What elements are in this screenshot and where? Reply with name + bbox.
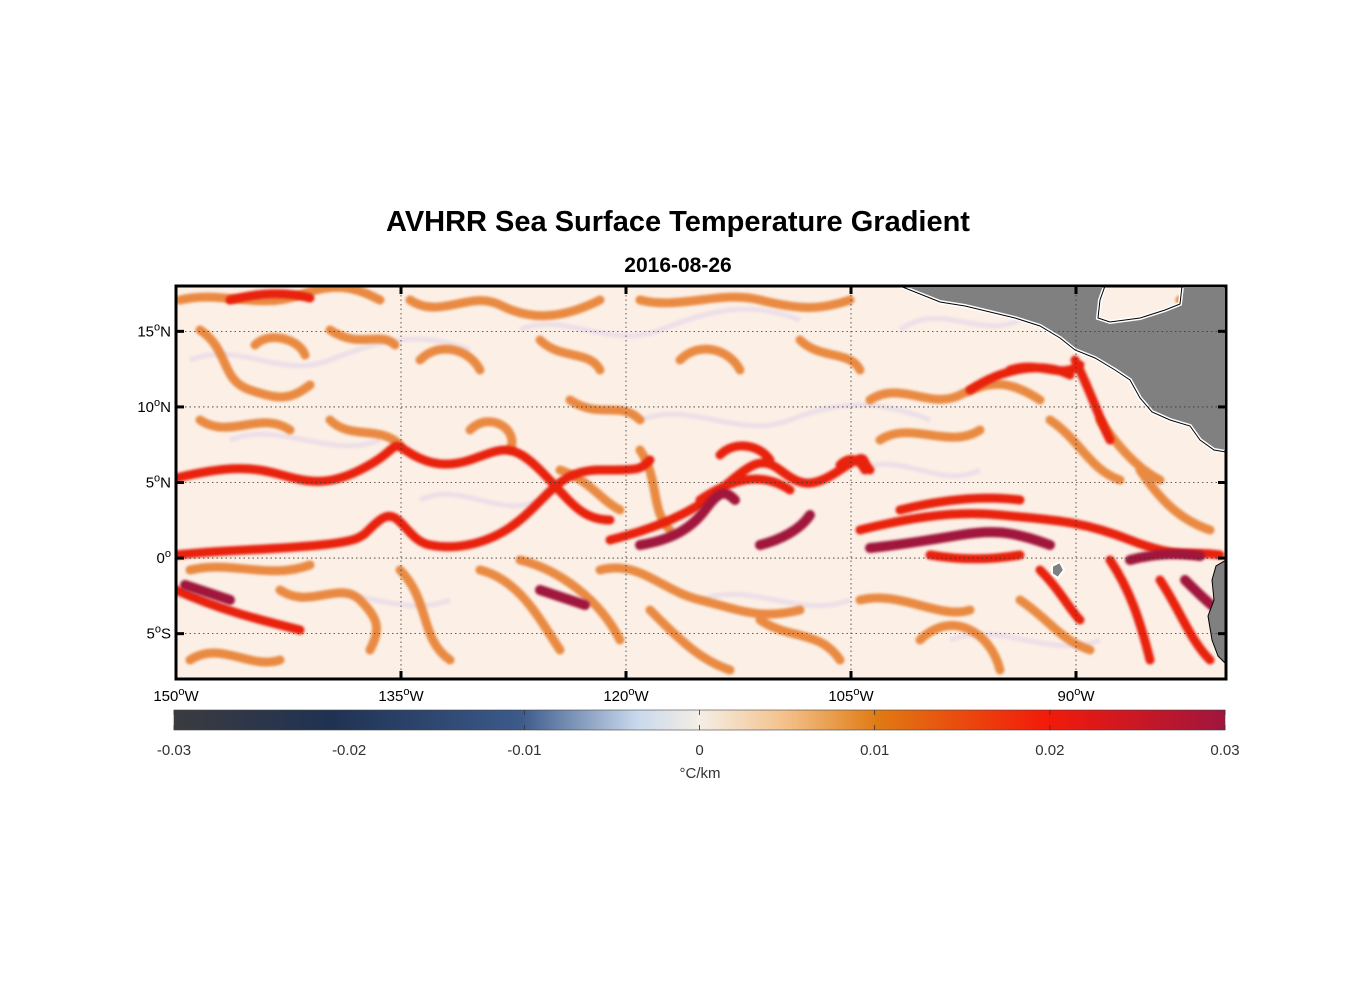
lat-tick-label: 0o [157, 548, 171, 567]
latitude-labels: 15oN 10oN 5oN 0o 5oS [137, 321, 171, 642]
colorbar-tick-label: -0.02 [332, 742, 366, 759]
lon-tick-label: 120oW [603, 686, 649, 705]
colorbar-tick-label: 0 [695, 742, 703, 759]
colorbar-tick-label: 0.02 [1035, 742, 1064, 759]
lat-tick-label: 10oN [137, 397, 171, 416]
longitude-labels: 150oW 135oW 120oW 105oW 90oW [153, 686, 1095, 705]
lat-tick-label: 15oN [137, 321, 171, 340]
lat-tick-label: 5oN [146, 473, 171, 492]
lon-tick-label: 135oW [378, 686, 424, 705]
land-south-america [1207, 559, 1226, 665]
lon-tick-label: 105oW [828, 686, 874, 705]
colorbar-ticks: -0.03 -0.02 -0.01 0 0.01 0.02 0.03 [157, 710, 1240, 759]
colorbar-tick-label: 0.03 [1210, 742, 1239, 759]
land-galapagos [1051, 560, 1066, 580]
lat-tick-label: 5oS [147, 624, 171, 643]
chart-title: AVHRR Sea Surface Temperature Gradient [386, 206, 970, 238]
colorbar-tick-label: -0.01 [507, 742, 541, 759]
chart-subtitle: 2016-08-26 [624, 254, 732, 277]
tick-marks [174, 286, 1226, 679]
lon-tick-label: 150oW [153, 686, 199, 705]
sst-gradient-field [176, 286, 1226, 675]
colorbar-tick-label: -0.03 [157, 742, 191, 759]
colorbar-tick-label: 0.01 [860, 742, 889, 759]
lon-tick-label: 90oW [1058, 686, 1096, 705]
colorbar-unit-label: °C/km [680, 765, 721, 782]
